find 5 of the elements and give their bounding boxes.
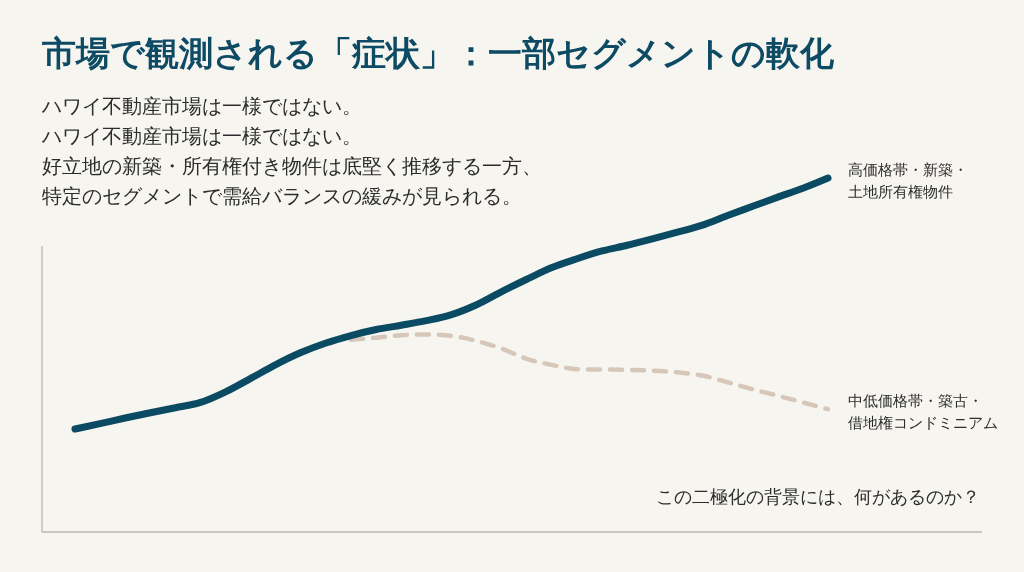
chart-title: 市場で観測される「症状」：一部セグメントの軟化 bbox=[41, 33, 835, 73]
series-label: 高価格帯・新築・土地所有権物件 bbox=[848, 162, 968, 200]
annotation: この二極化の背景には、何があるのか？ bbox=[656, 486, 980, 507]
series-label: 中低価格帯・築古・借地権コンドミニアム bbox=[848, 393, 998, 432]
chart-subtitle: ハワイ不動産市場は一様ではない。ハワイ不動産市場は一様ではない。好立地の新築・所有権付き物件は底堅く推移する一方、特定のセグメントで需給バランスの緩みが見られる。 bbox=[41, 94, 542, 208]
